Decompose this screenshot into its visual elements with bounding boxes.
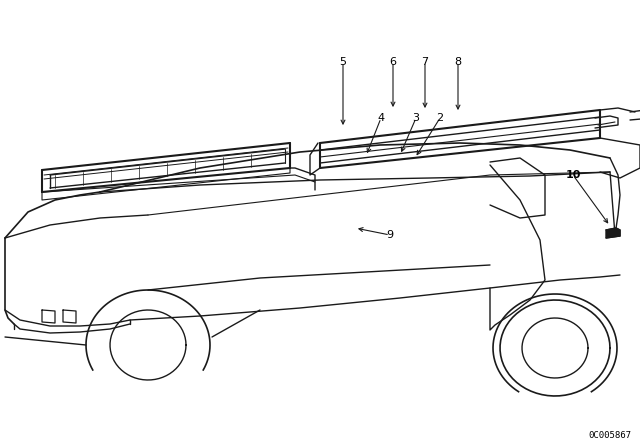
Text: 3: 3 xyxy=(413,113,419,123)
Text: 2: 2 xyxy=(436,113,444,123)
Text: 8: 8 xyxy=(454,57,461,67)
Text: 6: 6 xyxy=(390,57,397,67)
Text: 10: 10 xyxy=(565,170,580,180)
Text: 0C005867: 0C005867 xyxy=(589,431,632,439)
Text: 7: 7 xyxy=(421,57,429,67)
Text: 5: 5 xyxy=(339,57,346,67)
Text: 4: 4 xyxy=(378,113,385,123)
Polygon shape xyxy=(606,228,620,238)
Text: 9: 9 xyxy=(387,230,394,240)
